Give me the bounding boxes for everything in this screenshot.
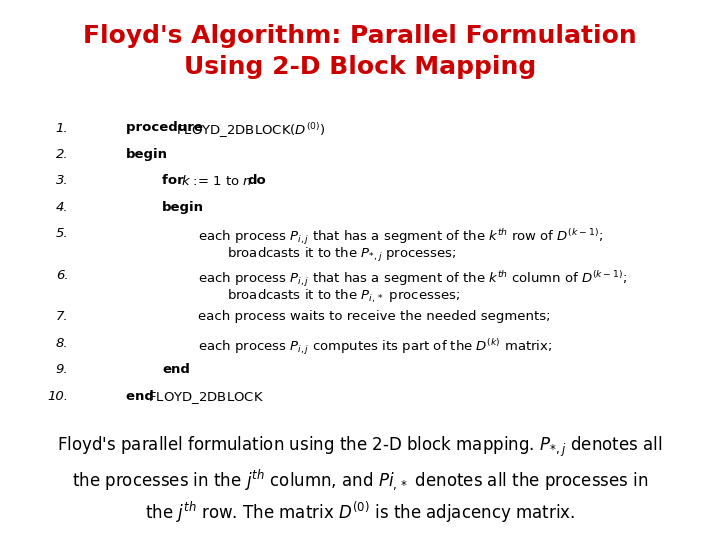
- Text: $k$ := 1 to $n$: $k$ := 1 to $n$: [181, 174, 253, 188]
- Text: end: end: [162, 363, 190, 376]
- Text: 6.: 6.: [55, 269, 68, 282]
- Text: procedure: procedure: [126, 122, 207, 134]
- Text: 3.: 3.: [55, 174, 68, 187]
- Text: 10.: 10.: [48, 390, 68, 403]
- Text: FLOYD$\_$2DBLOCK($D^{(0)}$): FLOYD$\_$2DBLOCK($D^{(0)}$): [176, 122, 326, 140]
- Text: each process $P_{i,j}$ that has a segment of the $k^{th}$ row of $D^{(k-1)}$;: each process $P_{i,j}$ that has a segmen…: [198, 227, 603, 247]
- Text: 2.: 2.: [55, 148, 68, 161]
- Text: for: for: [162, 174, 189, 187]
- Text: 9.: 9.: [55, 363, 68, 376]
- Text: begin: begin: [126, 148, 168, 161]
- Text: Floyd's Algorithm: Parallel Formulation
Using 2-D Block Mapping: Floyd's Algorithm: Parallel Formulation …: [83, 24, 637, 79]
- Text: FLOYD$\_$2DBLOCK: FLOYD$\_$2DBLOCK: [148, 390, 264, 406]
- Text: do: do: [248, 174, 266, 187]
- Text: each process waits to receive the needed segments;: each process waits to receive the needed…: [198, 310, 551, 323]
- Text: Floyd's parallel formulation using the 2-D block mapping. $P_{*,j}$ denotes all: Floyd's parallel formulation using the 2…: [58, 435, 662, 459]
- Text: the processes in the $j^{th}$ column, and $Pi_{,*}$ denotes all the processes in: the processes in the $j^{th}$ column, an…: [72, 467, 648, 492]
- Text: 5.: 5.: [55, 227, 68, 240]
- Text: broadcasts it to the $P_{i,*}$ processes;: broadcasts it to the $P_{i,*}$ processes…: [227, 288, 460, 305]
- Text: the $j^{th}$ row. The matrix $D^{(0)}$ is the adjacency matrix.: the $j^{th}$ row. The matrix $D^{(0)}$ i…: [145, 500, 575, 525]
- Text: 4.: 4.: [55, 201, 68, 214]
- Text: 8.: 8.: [55, 337, 68, 350]
- Text: 1.: 1.: [55, 122, 68, 134]
- Text: each process $P_{i,j}$ that has a segment of the $k^{th}$ column of $D^{(k-1)}$;: each process $P_{i,j}$ that has a segmen…: [198, 269, 627, 289]
- Text: each process $P_{i,j}$ computes its part of the $D^{(k)}$ matrix;: each process $P_{i,j}$ computes its part…: [198, 337, 552, 357]
- Text: end: end: [126, 390, 158, 403]
- Text: begin: begin: [162, 201, 204, 214]
- Text: broadcasts it to the $P_{*,j}$ processes;: broadcasts it to the $P_{*,j}$ processes…: [227, 246, 456, 265]
- Text: 7.: 7.: [55, 310, 68, 323]
